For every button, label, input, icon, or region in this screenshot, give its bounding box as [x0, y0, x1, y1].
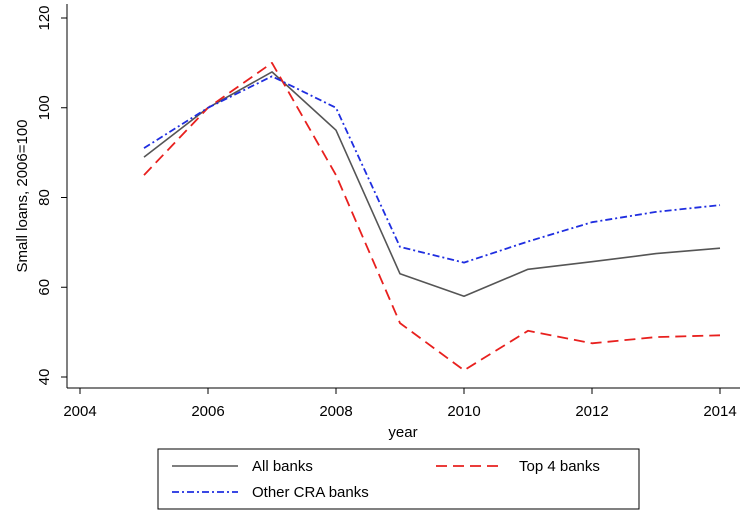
series-line-top-4-banks [143, 62, 721, 372]
plot-frame [66, 4, 740, 389]
legend-box [157, 448, 640, 510]
series-line-other-cra-banks [143, 75, 721, 264]
series-line-all-banks [143, 71, 721, 298]
x-tick-label: 2008 [319, 403, 352, 420]
y-axis: 40 60 80 100 120 [36, 5, 67, 385]
legend-label: All banks [252, 458, 313, 475]
x-axis-title: year [388, 424, 417, 441]
x-tick-label: 2014 [703, 403, 736, 420]
x-tick-label: 2012 [575, 403, 608, 420]
legend: All banks Top 4 banks Other CRA banks [157, 448, 640, 510]
series-layer [143, 62, 721, 372]
y-tick-label: 60 [36, 279, 53, 296]
y-tick-label: 100 [36, 95, 53, 120]
legend-label: Top 4 banks [519, 458, 600, 475]
y-tick-label: 80 [36, 189, 53, 206]
y-tick-label: 120 [36, 5, 53, 30]
y-tick-label: 40 [36, 369, 53, 386]
y-axis-title: Small loans, 2006=100 [14, 119, 31, 272]
x-tick-label: 2010 [447, 403, 480, 420]
x-tick-label: 2004 [63, 403, 96, 420]
x-axis: 2004 2006 2008 2010 2012 2014 [63, 388, 737, 420]
legend-label: Other CRA banks [252, 484, 369, 501]
x-tick-label: 2006 [191, 403, 224, 420]
